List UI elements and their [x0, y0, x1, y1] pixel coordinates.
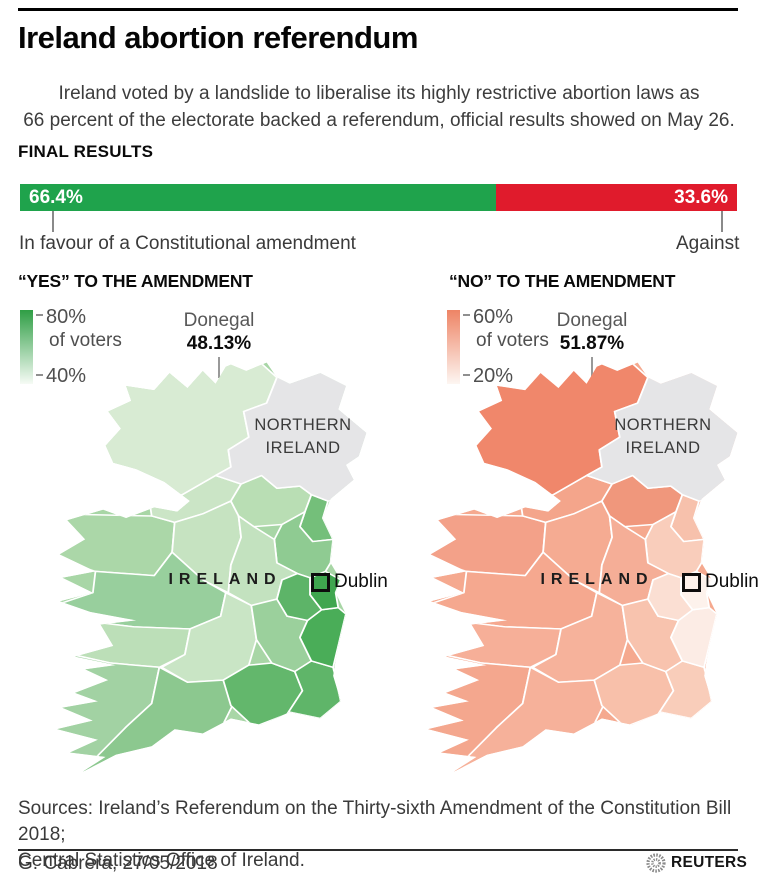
no-map-northern-ireland-label: NORTHERN IRELAND — [588, 414, 738, 460]
reuters-wordmark: REUTERS — [671, 854, 748, 871]
no-map-heading: “NO” TO THE AMENDMENT — [449, 271, 676, 291]
yes-caption: In favour of a Constitutional amendment — [19, 233, 356, 254]
yes-caption-tick — [52, 211, 54, 232]
top-rule — [18, 8, 738, 11]
no-annotation-value: 51.87% — [559, 333, 625, 354]
yes-choropleth-map — [52, 354, 374, 776]
region-wicklow — [669, 606, 718, 669]
final-results-heading: FINAL RESULTS — [18, 142, 154, 161]
no-map-svg — [428, 362, 738, 772]
ni-label-line1: NORTHERN — [614, 416, 712, 434]
results-bar: 66.4% 33.6% — [20, 184, 737, 211]
no-map-dublin-label: Dublin — [705, 571, 759, 592]
yes-legend-tick-top — [36, 314, 43, 316]
ni-label-line1: NORTHERN — [254, 416, 352, 434]
reuters-sunburst-icon — [646, 853, 666, 873]
yes-map-ireland-label: IRELAND — [168, 571, 282, 588]
no-bar-segment: 33.6% — [496, 184, 737, 211]
no-caption: Against — [676, 233, 740, 254]
yes-legend-top-value: 80% — [46, 306, 87, 328]
yes-map-heading: “YES” TO THE AMENDMENT — [18, 271, 253, 291]
yes-map-northern-ireland-label: NORTHERN IRELAND — [228, 414, 378, 460]
footer-rule — [18, 849, 738, 851]
lede-text: Ireland voted by a landslide to liberali… — [23, 83, 735, 131]
yes-bar-segment: 66.4% — [20, 184, 497, 211]
ni-label-line2: IRELAND — [625, 439, 701, 457]
yes-map-svg — [57, 362, 367, 772]
yes-legend-gradient — [20, 310, 33, 384]
credit-text: G. Cabrera, 27/05/2018 — [18, 853, 218, 874]
no-annotation-tick — [591, 357, 593, 378]
region-mayo — [57, 513, 176, 577]
sources-text: Sources: Ireland’s Referendum on the Thi… — [18, 798, 732, 871]
no-caption-tick — [721, 211, 723, 232]
yes-legend-unit: of voters — [49, 330, 122, 351]
no-legend-gradient — [447, 310, 460, 384]
no-annotation-county: Donegal — [556, 310, 628, 331]
yes-annotation-value: 48.13% — [186, 333, 252, 354]
no-map-dublin-marker — [682, 573, 701, 592]
region-mayo — [428, 513, 547, 577]
ni-label-line2: IRELAND — [265, 439, 341, 457]
no-legend-unit: of voters — [476, 330, 549, 351]
no-choropleth-map — [423, 354, 745, 776]
yes-legend-tick-bottom — [36, 374, 43, 376]
no-map-ireland-label: IRELAND — [540, 571, 654, 588]
no-legend-top-value: 60% — [473, 306, 514, 328]
yes-map-dublin-marker — [311, 573, 330, 592]
yes-percentage: 66.4% — [29, 186, 83, 208]
yes-annotation-county: Donegal — [183, 310, 255, 331]
page-title: Ireland abortion referendum — [18, 20, 418, 55]
no-legend-bottom-value: 20% — [473, 365, 514, 387]
no-percentage: 33.6% — [674, 186, 728, 208]
yes-annotation-tick — [218, 357, 220, 378]
no-legend-tick-bottom — [463, 374, 470, 376]
yes-map-dublin-label: Dublin — [334, 571, 388, 592]
no-legend-tick-top — [463, 314, 470, 316]
region-wicklow — [298, 606, 347, 669]
yes-legend-bottom-value: 40% — [46, 365, 87, 387]
reuters-logo: REUTERS — [646, 853, 747, 873]
